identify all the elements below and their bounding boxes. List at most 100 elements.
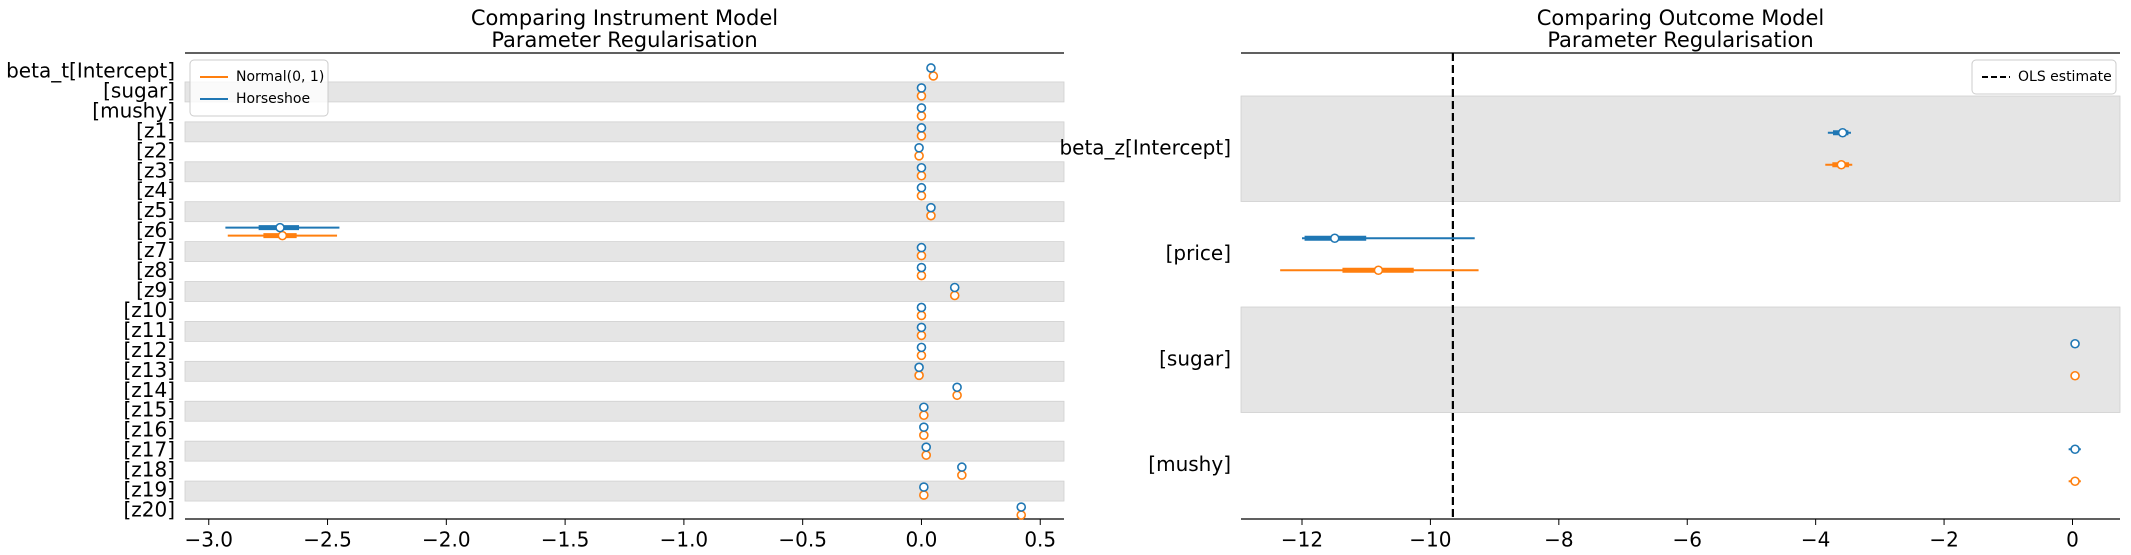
x-tick-label: −0.5 [778,528,827,552]
x-tick-label: −1.5 [541,528,590,552]
point-estimate [919,410,929,421]
y-tick-label: [z10] [123,298,175,322]
legend-label: Horseshoe [236,91,310,107]
chart-title: Parameter Regularisation [491,28,757,52]
y-tick-label: [z16] [123,418,175,442]
point-estimate [916,302,927,313]
chart-title: Comparing Instrument Model [471,6,778,30]
row-band [1240,95,2121,202]
y-tick-label: beta_z[Intercept] [1059,135,1231,159]
x-tick-label: 0.5 [1024,528,1056,552]
point-estimate [1837,127,1848,138]
point-estimate [916,111,927,121]
point-estimate [2070,476,2080,487]
y-tick-label: [z18] [123,458,175,482]
x-tick-label: 0.0 [906,528,938,552]
point-estimate [949,282,960,293]
point-estimate [916,170,927,181]
point-estimate [916,83,927,93]
row-band [1240,306,2121,413]
point-estimate [952,390,962,401]
y-tick-label: [z1] [136,118,175,142]
y-tick-label: [z17] [123,438,175,462]
y-tick-label: [sugar] [1159,346,1231,370]
point-estimate [919,422,929,432]
point-estimate [1836,159,1847,170]
row-band [184,440,1065,462]
chart-title: Comparing Outcome Model [1537,6,1825,30]
point-estimate [916,123,927,133]
point-estimate [926,202,936,213]
point-estimate [916,270,927,281]
y-tick-label: [z9] [136,278,175,302]
point-estimate [957,462,967,472]
point-estimate [919,402,929,413]
point-estimate [916,250,927,261]
point-estimate [1373,265,1384,276]
point-estimate [916,182,927,193]
point-estimate [916,350,927,361]
x-tick-label: 0 [2066,528,2079,552]
point-estimate [1016,502,1027,512]
x-tick-label: −6 [1672,528,1701,552]
x-tick-label: −2 [1929,528,1958,552]
point-estimate [275,222,285,233]
y-tick-label: [z19] [123,478,175,502]
x-tick-label: −4 [1801,528,1830,552]
point-estimate [919,482,929,492]
y-tick-label: [z20] [123,498,175,522]
legend-box [1971,59,2117,95]
point-estimate [914,362,924,373]
point-estimate [916,262,927,273]
point-estimate [916,330,927,341]
point-estimate [949,290,960,301]
point-estimate [916,190,927,201]
y-tick-label: [sugar] [103,78,175,102]
point-estimate [957,470,967,480]
x-tick-label: −2.0 [422,528,471,552]
y-tick-label: [z5] [136,198,175,222]
y-tick-label: [z11] [123,318,175,342]
point-estimate [916,91,927,101]
point-estimate [916,242,927,253]
point-estimate [952,382,962,393]
row-band [184,360,1065,382]
y-tick-label: [mushy] [92,98,175,122]
point-estimate [928,71,939,81]
legend-box [189,59,329,117]
row-band [184,81,1065,103]
y-tick-label: [z7] [136,238,175,262]
x-tick-label: −1.0 [660,528,709,552]
y-tick-label: [mushy] [1148,452,1231,476]
legend-label: OLS estimate [2018,69,2112,85]
y-tick-label: [z15] [123,398,175,422]
legend-label: Normal(0, 1) [236,69,324,85]
point-estimate [2070,370,2080,381]
point-estimate [919,430,929,440]
point-estimate [926,210,936,221]
point-estimate [921,450,932,460]
x-tick-label: −12 [1281,528,1323,552]
y-tick-label: [z8] [136,258,175,282]
point-estimate [926,63,936,73]
y-tick-label: [z13] [123,358,175,382]
point-estimate [916,310,927,321]
row-band [184,161,1065,183]
point-estimate [1016,510,1027,520]
row-band [184,201,1065,223]
row-band [184,241,1065,262]
y-tick-label: beta_t[Intercept] [6,58,175,82]
point-estimate [2070,338,2080,349]
point-estimate [916,103,927,113]
x-tick-label: −10 [1409,528,1451,552]
row-band [184,321,1065,342]
point-estimate [277,230,288,241]
point-estimate [914,151,924,161]
row-band [184,121,1065,143]
chart-title: Parameter Regularisation [1547,28,1813,52]
point-estimate [914,370,924,381]
y-tick-label: [z4] [136,178,175,202]
y-tick-label: [z12] [123,338,175,362]
point-estimate [921,442,932,452]
row-band [184,281,1065,302]
